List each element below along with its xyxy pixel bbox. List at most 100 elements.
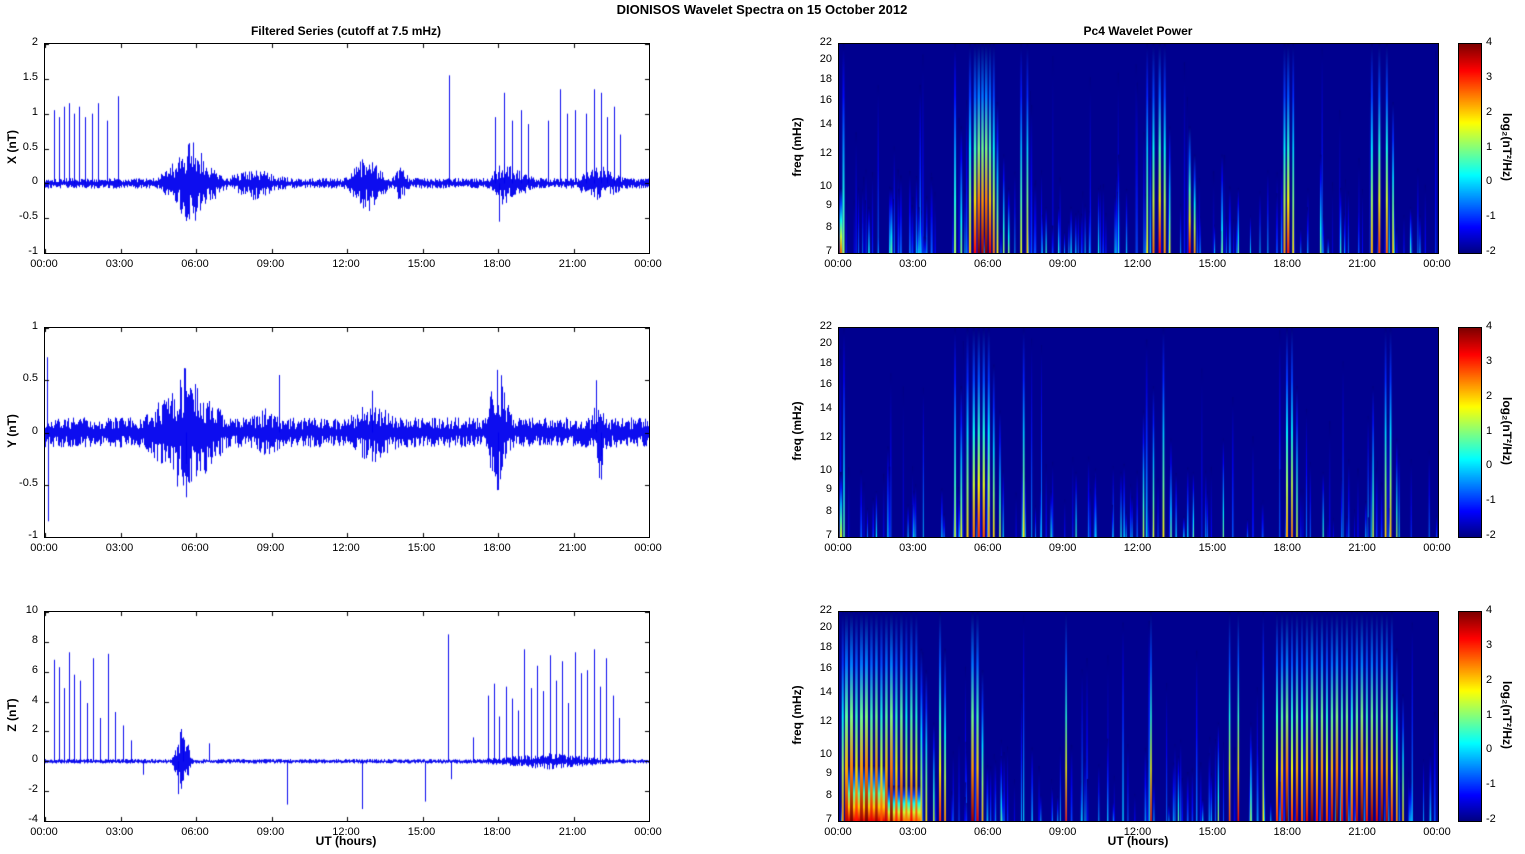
x-tick-label: 06:00 — [181, 542, 209, 554]
colorbar-tick-label: 2 — [1486, 673, 1493, 686]
x-tick-label: 09:00 — [256, 826, 285, 838]
freq-ylabel-1: freq (mHz) — [790, 117, 804, 177]
x-tick-label: 15:00 — [1198, 542, 1227, 554]
y-tick-label: -0.5 — [19, 210, 38, 223]
colorbar-tick-label: -2 — [1486, 245, 1496, 257]
x-series-plot — [44, 43, 650, 254]
x-tick-label: 00:00 — [634, 258, 662, 270]
right-column-title: Pc4 Wavelet Power — [1083, 24, 1193, 38]
y-tick-label: 8 — [31, 633, 38, 646]
y-tick-label: 10 — [25, 604, 38, 616]
y-tick-label: 0 — [31, 424, 38, 437]
x-tick-label: 12:00 — [332, 258, 360, 270]
colorbar-label-2: log₂(nT²/Hz) — [1500, 397, 1514, 465]
x-series-canvas — [45, 44, 649, 253]
freq-tick-label: 12 — [819, 146, 832, 159]
freq-tick-label: 16 — [819, 378, 832, 391]
y-tick-label: 1 — [31, 320, 38, 332]
freq-tick-label: 8 — [825, 504, 832, 517]
x-tick-label: 09:00 — [1048, 826, 1077, 838]
y-tick-label: 0.5 — [22, 140, 38, 153]
freq-tick-label: 20 — [819, 53, 832, 66]
colorbar-tick-label: 3 — [1486, 354, 1493, 367]
y-wavelet-canvas — [839, 328, 1438, 537]
colorbar-tick-label: 1 — [1486, 708, 1493, 721]
x-tick-label: 21:00 — [1348, 258, 1376, 270]
freq-tick-label: 12 — [819, 714, 832, 727]
colorbar-tick-label: 3 — [1486, 638, 1493, 651]
freq-tick-label: 10 — [819, 747, 832, 760]
x-tick-label: 21:00 — [558, 542, 587, 554]
freq-tick-label: 14 — [819, 686, 832, 699]
x-tick-label: 21:00 — [558, 258, 587, 270]
x-tick-label: 03:00 — [899, 542, 927, 554]
x-wavelet-canvas — [839, 44, 1438, 253]
x-tick-label: 03:00 — [105, 542, 134, 554]
freq-tick-label: 8 — [825, 220, 832, 233]
x-tick-label: 03:00 — [899, 826, 927, 838]
colorbar-tick-label: 1 — [1486, 140, 1493, 153]
x-tick-label: 03:00 — [105, 826, 134, 838]
colorbar-label-3: log₂(nT²/Hz) — [1500, 681, 1514, 749]
colorbar-tick-label: 0 — [1486, 459, 1493, 472]
freq-tick-label: 14 — [819, 402, 832, 415]
x-tick-label: 00:00 — [634, 826, 662, 838]
x-tick-label: 12:00 — [1123, 826, 1152, 838]
x-tick-label: 21:00 — [558, 826, 587, 838]
x-tick-label: 18:00 — [483, 258, 511, 270]
y-tick-label: 2 — [31, 36, 38, 48]
freq-tick-label: 22 — [819, 320, 832, 332]
y-tick-label: 0 — [31, 753, 38, 766]
y-wavelet-plot — [838, 327, 1439, 538]
y-tick-label: -1 — [28, 529, 38, 541]
colorbar-tick-label: 4 — [1486, 36, 1493, 48]
z-wavelet-canvas — [839, 612, 1438, 821]
x-tick-label: 18:00 — [1273, 258, 1302, 270]
freq-tick-label: 18 — [819, 640, 832, 653]
colorbar-canvas-2 — [1459, 328, 1481, 537]
x-tick-label: 06:00 — [181, 826, 209, 838]
colorbar-tick-label: 2 — [1486, 389, 1493, 402]
left-xaxis-label: UT (hours) — [315, 834, 377, 848]
x-tick-label: 06:00 — [181, 258, 209, 270]
x-tick-label: 12:00 — [1123, 542, 1152, 554]
x-tick-label: 00:00 — [824, 258, 852, 270]
x-tick-label: 15:00 — [1198, 258, 1227, 270]
x-tick-label: 15:00 — [1198, 826, 1227, 838]
left-column-title: Filtered Series (cutoff at 7.5 mHz) — [250, 24, 442, 38]
colorbar-tick-label: -2 — [1486, 813, 1496, 825]
x-tick-label: 00:00 — [1423, 826, 1451, 838]
x-tick-label: 09:00 — [256, 542, 285, 554]
x-tick-label: 12:00 — [1123, 258, 1152, 270]
y-tick-label: 1.5 — [22, 70, 38, 83]
freq-tick-label: 22 — [819, 36, 832, 48]
colorbar-tick-label: -1 — [1486, 778, 1496, 791]
colorbar-label-1: log₂(nT²/Hz) — [1500, 113, 1514, 181]
y-tick-label: -0.5 — [19, 476, 38, 489]
x-tick-label: 00:00 — [30, 826, 58, 838]
z-series-canvas — [45, 612, 649, 821]
x-tick-label: 12:00 — [332, 826, 360, 838]
y-tick-label: 0 — [31, 175, 38, 188]
freq-tick-label: 9 — [825, 199, 832, 212]
freq-ylabel-2: freq (mHz) — [790, 401, 804, 461]
x-tick-label: 00:00 — [824, 542, 852, 554]
x-tick-label: 06:00 — [973, 258, 1002, 270]
freq-tick-label: 8 — [825, 788, 832, 801]
colorbar-1 — [1458, 43, 1482, 254]
freq-tick-label: 22 — [819, 604, 832, 616]
x-tick-label: 00:00 — [30, 542, 58, 554]
x-tick-label: 00:00 — [1423, 542, 1451, 554]
y-tick-label: 6 — [31, 663, 38, 676]
x-tick-label: 00:00 — [634, 542, 662, 554]
right-xaxis-label: UT (hours) — [1107, 834, 1169, 848]
freq-tick-label: 16 — [819, 94, 832, 107]
x-tick-label: 06:00 — [973, 542, 1002, 554]
x-tick-label: 09:00 — [1048, 258, 1077, 270]
colorbar-2 — [1458, 327, 1482, 538]
freq-tick-label: 20 — [819, 337, 832, 350]
y-series-plot — [44, 327, 650, 538]
x-tick-label: 18:00 — [1273, 542, 1302, 554]
colorbar-canvas-1 — [1459, 44, 1481, 253]
